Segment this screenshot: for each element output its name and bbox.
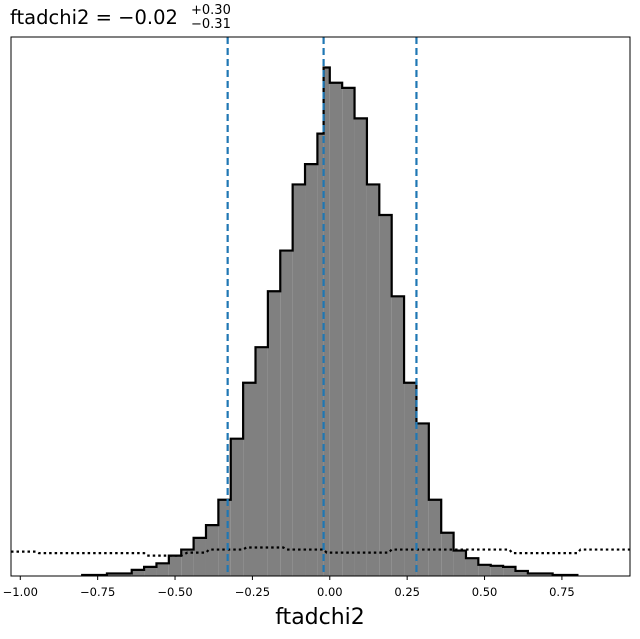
x-tick-label: 0.50	[472, 585, 498, 599]
x-tick-label: 0.75	[549, 585, 575, 599]
histogram-bar	[503, 566, 516, 576]
x-tick-label: −0.50	[157, 585, 192, 599]
histogram-bar	[465, 558, 479, 576]
histogram-bar	[255, 347, 268, 576]
histogram-bar	[230, 438, 244, 576]
histogram-bar	[323, 67, 330, 577]
histogram-bar	[515, 570, 528, 576]
histogram-bar	[131, 569, 145, 576]
x-tick-label: −0.75	[80, 585, 115, 599]
histogram-bar	[280, 250, 293, 576]
histogram-bar	[144, 566, 157, 576]
histogram-bar	[366, 184, 380, 576]
histogram-bar	[156, 563, 169, 576]
histogram-bar	[329, 82, 343, 576]
title-lower-error: −0.31	[191, 17, 231, 32]
histogram-bar	[342, 87, 355, 576]
x-tick-label: 0.00	[317, 585, 343, 599]
x-axis-ticks: −1.00 −0.75 −0.50 −0.25 0.00 0.25 0.50 0.75	[3, 576, 575, 599]
x-tick-label: 0.25	[394, 585, 420, 599]
histogram-bar	[292, 184, 306, 576]
quantile-lines	[226, 37, 418, 576]
title-upper-error: +0.30	[191, 3, 231, 18]
histogram-bar	[428, 499, 442, 576]
histogram-bar	[441, 532, 454, 576]
chart-title: ftadchi2 = −0.02	[10, 6, 178, 29]
histogram-bar	[391, 296, 405, 576]
histogram-bar	[218, 499, 231, 576]
x-tick-label: −1.00	[3, 585, 38, 599]
histogram-bar	[305, 164, 318, 577]
prior-line	[11, 546, 630, 557]
histogram	[81, 66, 579, 577]
histogram-bar	[181, 549, 194, 576]
histogram-bar	[193, 537, 206, 576]
histogram-bar	[267, 291, 281, 576]
histogram-bar	[416, 423, 429, 576]
histogram-outline	[81, 66, 579, 577]
x-tick-label: −0.25	[235, 585, 270, 599]
prior-curve	[11, 546, 630, 557]
histogram-bar	[527, 573, 553, 576]
histogram-bar	[317, 133, 324, 576]
histogram-bar	[404, 382, 417, 576]
histogram-bar	[490, 565, 504, 576]
histogram-bar	[243, 382, 256, 576]
histogram-bar	[478, 564, 491, 576]
title-prefix: ftadchi2 =	[10, 6, 118, 29]
histogram-bar	[379, 214, 392, 577]
histogram-bar	[453, 550, 466, 576]
histogram-bar	[106, 573, 132, 576]
plot-frame	[10, 36, 631, 577]
histogram-bar	[354, 118, 367, 576]
x-axis-label: ftadchi2	[275, 605, 365, 630]
title-value: −0.02	[118, 6, 178, 29]
histogram-bar	[168, 555, 182, 576]
